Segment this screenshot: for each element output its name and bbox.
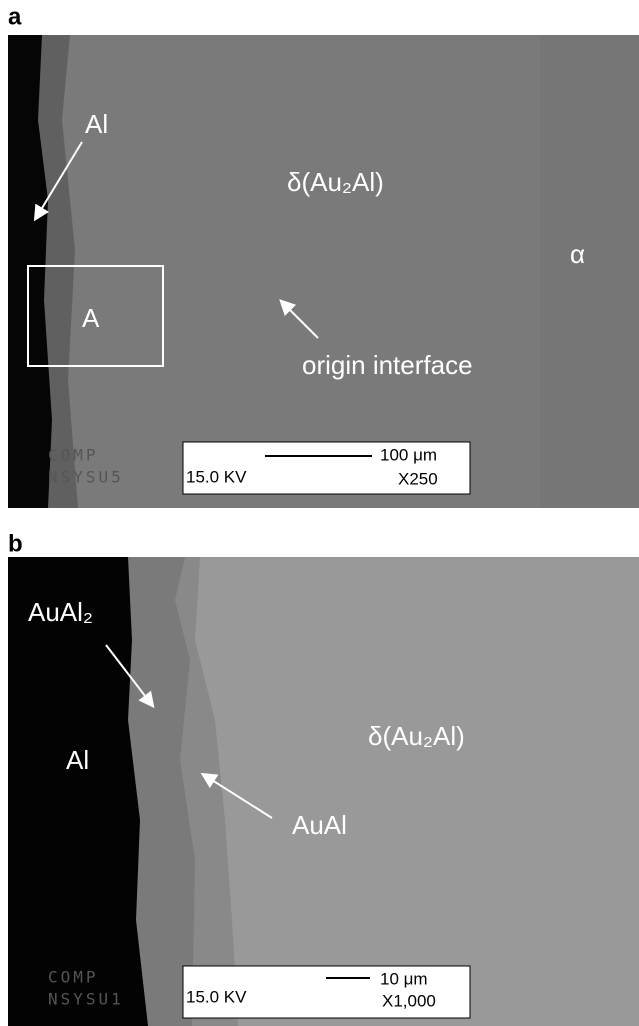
- annotation: A: [82, 303, 100, 333]
- scale: 100 μm: [380, 445, 437, 464]
- magnification: X250: [398, 469, 438, 488]
- scale: 10 μm: [380, 969, 428, 988]
- annotation: δ(Au₂Al): [287, 167, 384, 197]
- panel-label: a: [8, 3, 22, 30]
- magnification: X1,000: [382, 991, 436, 1010]
- watermark: COMP: [48, 968, 99, 987]
- micrograph-a: [8, 35, 639, 508]
- watermark: NSYSU1: [48, 990, 124, 1009]
- annotation: AuAl₂: [28, 597, 93, 627]
- watermark: COMP: [48, 446, 99, 465]
- micrograph-b: [8, 557, 639, 1026]
- annotation: Al: [66, 745, 89, 775]
- voltage: 15.0 KV: [186, 467, 247, 486]
- panel-label: b: [8, 530, 23, 557]
- figure: a Al δ(Au₂Al) α A origin interface COMP …: [0, 0, 639, 1026]
- voltage: 15.0 KV: [186, 987, 247, 1006]
- watermark: NSYSU5: [48, 468, 124, 487]
- annotation: δ(Au₂Al): [368, 721, 465, 751]
- annotation: Al: [85, 109, 108, 139]
- annotation: origin interface: [302, 350, 473, 380]
- annotation: AuAl: [292, 810, 347, 840]
- annotation: α: [570, 239, 585, 269]
